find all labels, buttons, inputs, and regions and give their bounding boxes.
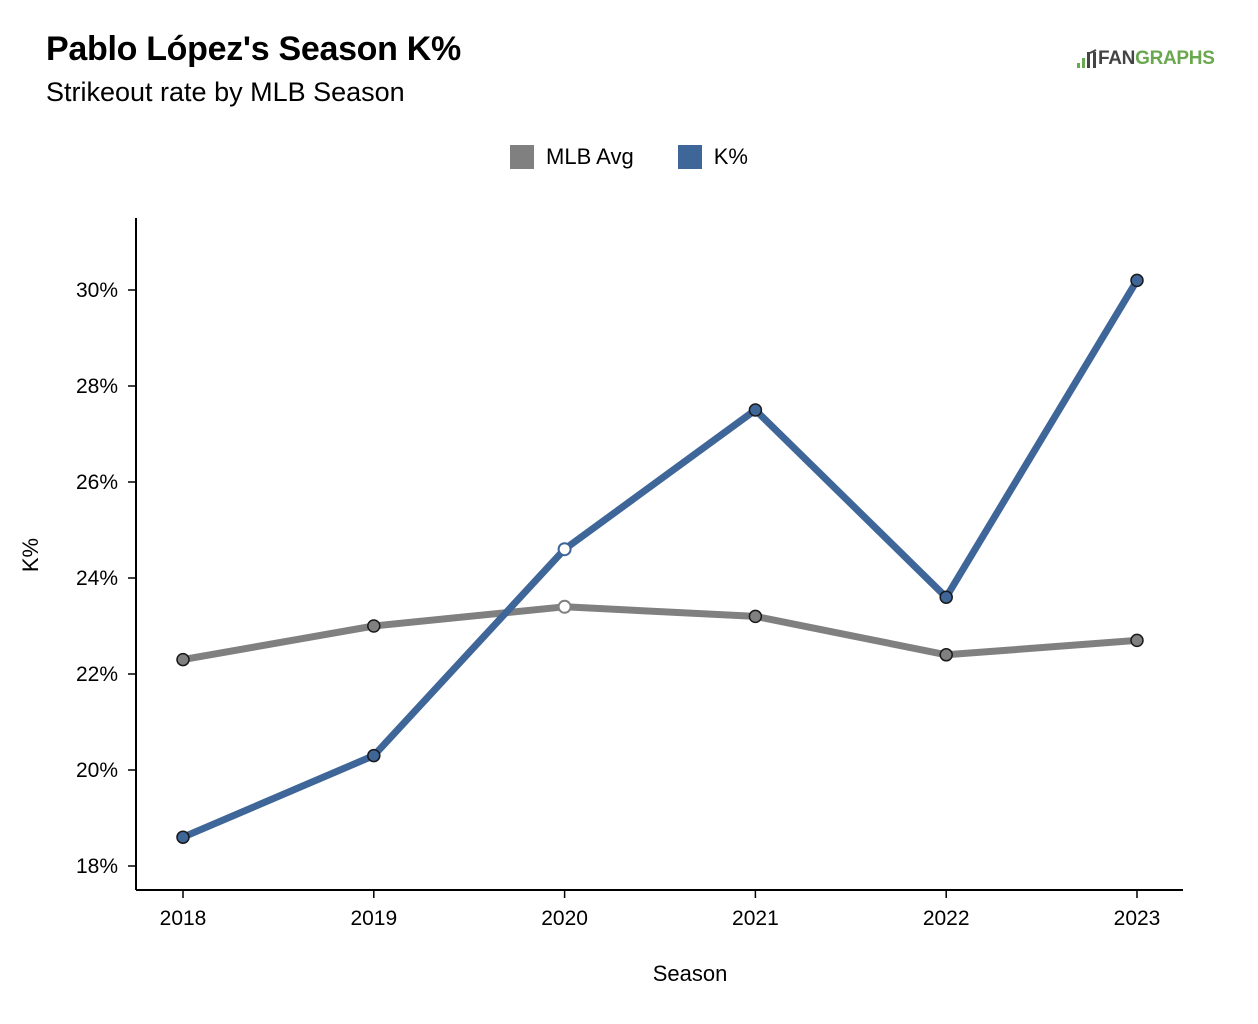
data-point-mlb-avg <box>1130 633 1144 648</box>
x-tick-label: 2020 <box>541 907 588 930</box>
logo-text-fan: FAN <box>1098 48 1136 69</box>
chart-title: Pablo López's Season K% <box>46 30 461 68</box>
data-point-k <box>939 590 953 604</box>
fangraphs-logo-icon <box>1077 49 1097 68</box>
series-line-k <box>179 276 1141 841</box>
x-tick-label: 2018 <box>160 907 207 930</box>
series-line-mlb-avg <box>179 603 1141 664</box>
legend-swatch-k-pct <box>677 145 702 169</box>
y-tick-label: 18% <box>76 855 118 878</box>
y-axis-title: K% <box>18 538 43 572</box>
y-tick-label: 26% <box>76 471 118 494</box>
data-point-k <box>367 748 381 763</box>
chart-legend: MLB Avg K% <box>0 144 1258 170</box>
fangraphs-logo: FAN GRAPHS <box>1076 46 1215 72</box>
legend-item-mlb-avg: MLB Avg <box>510 144 634 170</box>
x-tick-label: 2021 <box>732 907 779 930</box>
data-point-mlb-avg <box>748 609 763 624</box>
data-point-mlb-avg <box>367 619 381 633</box>
y-tick-label: 24% <box>76 567 118 590</box>
chart-subtitle: Strikeout rate by MLB Season <box>46 77 405 107</box>
legend-swatch-mlb-avg <box>510 145 535 169</box>
data-point-k <box>557 542 572 557</box>
data-point-mlb-avg <box>176 652 190 667</box>
legend-item-k-pct: K% <box>677 144 748 170</box>
x-tick-label: 2019 <box>350 907 397 930</box>
y-tick-label: 28% <box>76 375 118 398</box>
y-tick-label: 20% <box>76 759 118 782</box>
x-tick-label: 2023 <box>1114 907 1161 930</box>
data-point-mlb-avg <box>939 648 953 662</box>
y-tick-label: 22% <box>76 663 118 686</box>
legend-label-mlb-avg: MLB Avg <box>546 144 634 169</box>
logo-text-graphs: GRAPHS <box>1135 48 1215 69</box>
data-point-k <box>1130 273 1144 288</box>
data-point-k <box>176 830 190 844</box>
legend-label-k-pct: K% <box>713 144 748 169</box>
data-point-mlb-avg <box>557 599 572 614</box>
data-point-k <box>748 403 763 417</box>
y-tick-label: 30% <box>76 279 118 302</box>
x-tick-label: 2022 <box>923 907 970 930</box>
x-axis-title: Season <box>653 961 728 986</box>
